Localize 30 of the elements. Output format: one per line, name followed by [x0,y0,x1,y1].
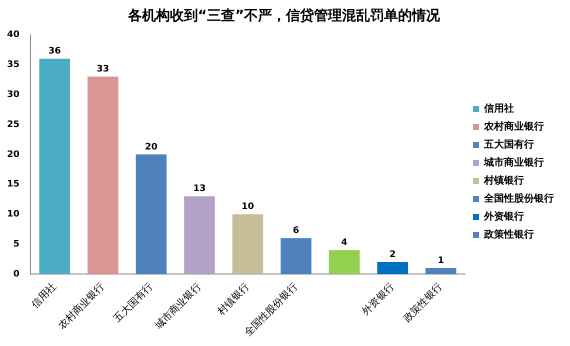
y-tick-label: 30 [6,90,20,100]
data-label: 4 [341,238,348,248]
legend-label: 城市商业银行 [483,156,544,169]
legend-label: 五大国有行 [483,138,534,151]
data-label: 36 [48,46,61,57]
data-label: 10 [241,202,254,212]
data-label: 13 [193,184,206,194]
y-tick-label: 15 [6,180,20,190]
legend-label: 政策性银行 [483,228,534,241]
y-tick-label: 5 [13,239,20,250]
y-tick-label: 35 [6,60,20,70]
legend-label: 村镇银行 [483,174,524,187]
legend-label: 外资银行 [483,210,524,223]
y-tick-label: 25 [6,120,20,130]
x-tick-label: 村镇银行 [214,280,252,318]
data-label: 20 [144,142,158,152]
y-tick-label: 10 [6,210,20,220]
data-label: 33 [96,64,110,75]
y-tick-label: 20 [6,150,20,160]
legend-label: 农村商业银行 [483,120,544,133]
x-tick-label: 外资银行 [360,280,397,318]
data-label: 2 [389,250,396,260]
data-label: 1 [438,256,444,266]
data-label: 6 [292,226,300,236]
legend-label: 信用社 [483,102,514,115]
y-tick-label: 40 [6,30,20,40]
y-tick-label: 0 [13,269,20,280]
legend-label: 全国性股份银行 [483,192,554,205]
chart-title: 各机构收到“三查”不严，信贷管理混乱罚单的情况 [126,7,442,24]
x-tick-label: 政策性银行 [400,280,445,325]
